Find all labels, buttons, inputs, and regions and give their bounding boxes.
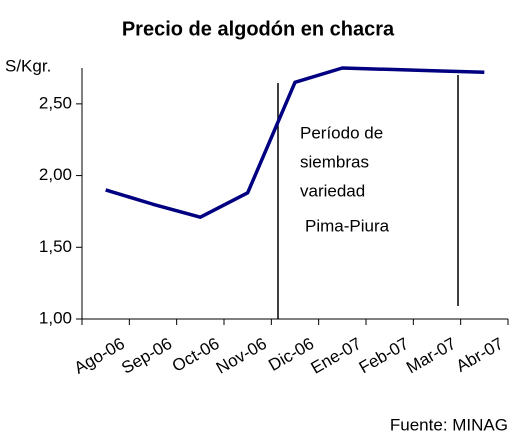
x-tick-label: Nov-06 (213, 334, 270, 378)
x-tick-label: Ene-07 (308, 334, 365, 378)
annotation: Pima-Piura (305, 216, 390, 235)
y-axis-label: S/Kgr. (5, 56, 51, 75)
x-tick-label: Oct-06 (169, 334, 223, 376)
y-tick-label: 1,00 (39, 308, 72, 327)
y-tick-label: 1,50 (39, 237, 72, 256)
x-tick-label: Ago-06 (71, 334, 128, 378)
y-tick-label: 2,00 (39, 165, 72, 184)
y-tick-label: 2,50 (39, 93, 72, 112)
x-tick-label: Feb-07 (356, 334, 412, 377)
annotation: variedad (300, 181, 365, 200)
x-tick-label: Abr-07 (453, 334, 507, 376)
x-tick-label: Mar-07 (403, 334, 459, 377)
x-tick-label: Dic-06 (265, 334, 317, 375)
annotation: Período de (300, 123, 383, 142)
line (105, 66, 485, 219)
x-tick-label: Sep-06 (118, 334, 175, 378)
annotation: siembras (300, 152, 369, 171)
chart-title: Precio de algodón en chacra (122, 18, 395, 40)
source: Fuente: MINAG (390, 415, 508, 434)
